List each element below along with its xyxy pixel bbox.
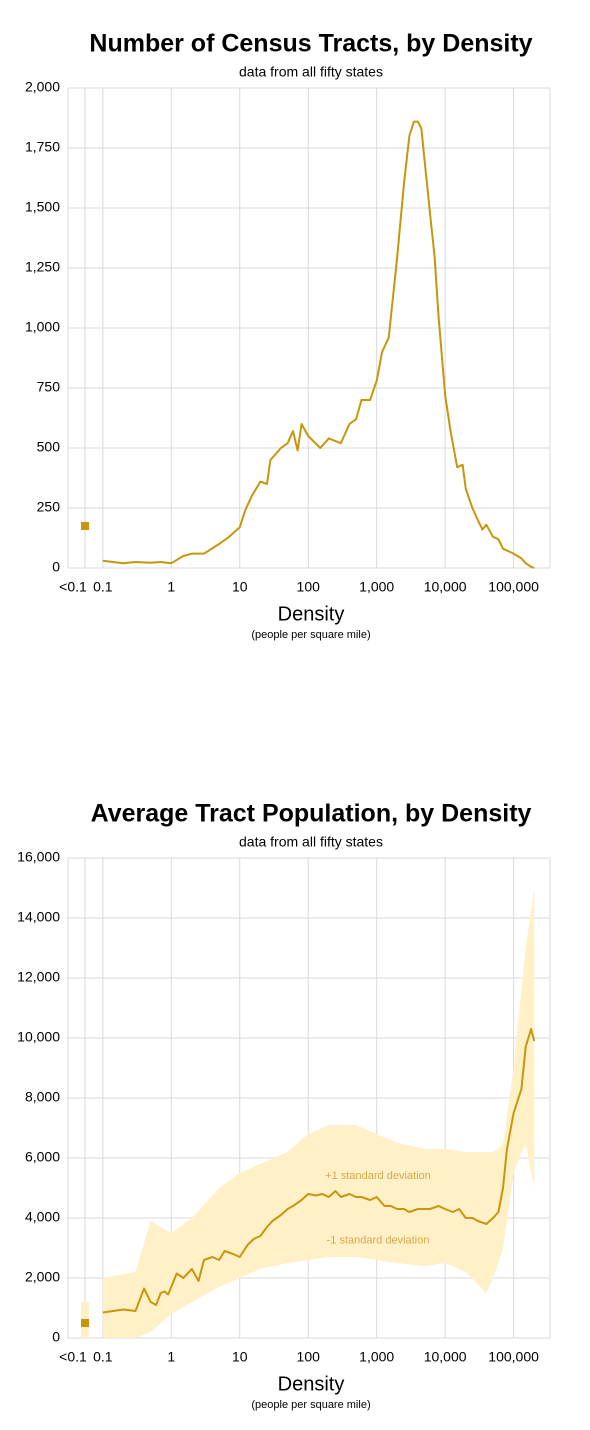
y-tick-label: 500 (37, 439, 61, 455)
x-tick-label: 10,000 (424, 1349, 467, 1365)
x-axis-sublabel: (people per square mile) (251, 629, 370, 641)
low-density-point (81, 1319, 89, 1327)
y-tick-label: 1,000 (25, 319, 60, 335)
chart-subtitle: data from all fifty states (239, 64, 383, 80)
y-tick-label: 8,000 (25, 1089, 60, 1105)
chart-title: Number of Census Tracts, by Density (89, 30, 532, 58)
y-tick-label: 750 (37, 379, 61, 395)
x-tick-label: 10 (232, 579, 248, 595)
chart-title: Average Tract Population, by Density (91, 800, 532, 828)
x-tick-label: 0.1 (93, 1349, 113, 1365)
y-tick-label: 16,000 (17, 849, 60, 865)
y-tick-label: 14,000 (17, 909, 60, 925)
x-tick-label: <0.1 (59, 1349, 87, 1365)
x-tick-label: 10,000 (424, 579, 467, 595)
y-tick-label: 0 (52, 559, 60, 575)
std-band (102, 888, 535, 1338)
x-tick-label: 1 (167, 579, 175, 595)
x-axis-label: Density (278, 603, 345, 625)
chart: Number of Census Tracts, by Density data … (25, 30, 551, 641)
x-tick-label: 1 (167, 1349, 175, 1365)
x-tick-label: 1,000 (359, 579, 394, 595)
y-tick-label: 0 (52, 1329, 60, 1345)
data-line (102, 1028, 536, 1314)
y-tick-label: 10,000 (17, 1029, 60, 1045)
x-tick-label: 100,000 (488, 1349, 539, 1365)
band-annotation: -1 standard deviation (327, 1234, 430, 1246)
y-tick-label: 1,750 (25, 139, 60, 155)
x-tick-label: 1,000 (359, 1349, 394, 1365)
low-density-point (81, 522, 89, 530)
data-line (102, 120, 535, 569)
y-tick-label: 1,500 (25, 199, 60, 215)
chart: Average Tract Population, by Density data… (17, 800, 551, 1411)
band-annotation: +1 standard deviation (325, 1170, 431, 1182)
y-tick-label: 250 (37, 499, 61, 515)
x-tick-label: 100 (297, 1349, 321, 1365)
x-tick-label: 100 (297, 579, 321, 595)
x-tick-label: 100,000 (488, 579, 539, 595)
chart-subtitle: data from all fifty states (239, 834, 383, 850)
y-tick-label: 12,000 (17, 969, 60, 985)
x-tick-label: 0.1 (93, 579, 113, 595)
y-tick-label: 2,000 (25, 79, 60, 95)
y-tick-label: 2,000 (25, 1269, 60, 1285)
x-tick-label: <0.1 (59, 579, 87, 595)
x-axis-sublabel: (people per square mile) (251, 1399, 370, 1411)
y-tick-label: 6,000 (25, 1149, 60, 1165)
y-tick-label: 1,250 (25, 259, 60, 275)
x-tick-label: 10 (232, 1349, 248, 1365)
x-axis-label: Density (278, 1373, 345, 1395)
y-tick-label: 4,000 (25, 1209, 60, 1225)
